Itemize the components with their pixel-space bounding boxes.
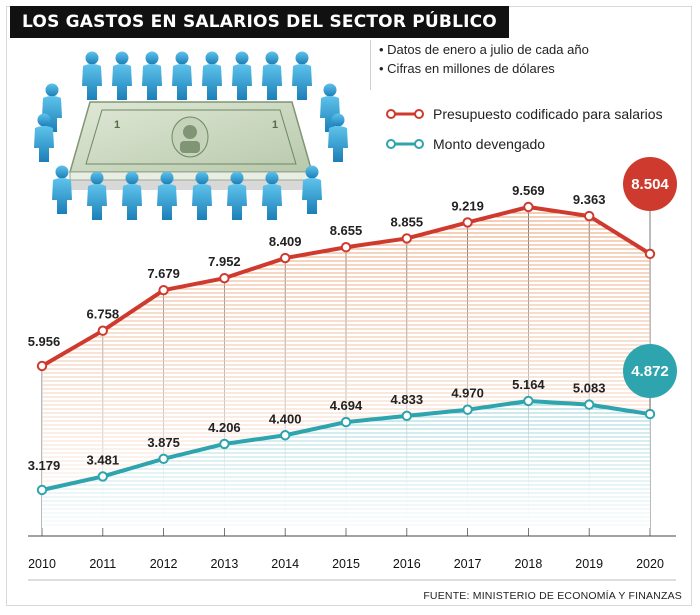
data-label-accrued-2014: 4.400 — [269, 411, 302, 426]
data-label-accrued-2017: 4.970 — [451, 386, 484, 401]
series-areas — [42, 207, 650, 528]
data-label-accrued-2015: 4.694 — [330, 398, 363, 413]
x-tick-2012: 2012 — [150, 557, 178, 571]
point-accrued-2018 — [523, 395, 534, 407]
data-label-budget-2013: 7.952 — [208, 254, 241, 269]
legend-item-budget: Presupuesto codificado para salarios — [385, 102, 663, 126]
point-budget-2014 — [280, 252, 291, 264]
x-tick-2017: 2017 — [454, 557, 482, 571]
data-label-accrued-2018: 5.164 — [512, 377, 545, 392]
data-label-accrued-2019: 5.083 — [573, 381, 606, 396]
data-label-budget-2018: 9.569 — [512, 183, 545, 198]
x-tick-2018: 2018 — [514, 557, 542, 571]
bubble-budget — [623, 157, 677, 211]
point-accrued-2012 — [158, 453, 169, 464]
bubble-label-budget: 8.504 — [631, 176, 669, 193]
point-budget-2018 — [523, 201, 534, 213]
point-accrued-2013 — [219, 438, 230, 450]
data-label-budget-2019: 9.363 — [573, 192, 606, 207]
x-tick-2011: 2011 — [89, 557, 116, 571]
legend-label-budget: Presupuesto codificado para salarios — [433, 106, 663, 122]
point-budget-2010 — [36, 360, 48, 372]
chart-legend: Presupuesto codificado para salarios Mon… — [385, 102, 663, 162]
point-accrued-2016 — [401, 410, 412, 422]
point-budget-2011 — [97, 325, 109, 336]
data-label-budget-2016: 8.855 — [391, 214, 424, 229]
x-axis: 2010 2011 2012 2013 2014 2015 2016 2017 2018 2019… — [28, 535, 676, 581]
legend-item-accrued: Monto devengado — [385, 132, 663, 156]
point-accrued-2019 — [584, 399, 595, 410]
note-period: • Datos de enero a julio de cada año — [379, 42, 589, 57]
point-budget-2019 — [584, 210, 595, 222]
note-units: • Cifras en millones de dólares — [379, 61, 555, 76]
legend-label-accrued: Monto devengado — [433, 136, 546, 152]
area-fade-accrued — [42, 401, 650, 528]
data-label-budget-2010: 5.956 — [28, 334, 61, 349]
point-accrued-2011 — [97, 471, 109, 482]
point-budget-2015 — [340, 242, 352, 253]
legend-swatch-budget — [386, 109, 424, 119]
x-tick-2016: 2016 — [393, 557, 421, 571]
people-around-dollar-icon: 1 1 — [34, 51, 348, 220]
series-points — [36, 201, 656, 496]
point-accrued-2015 — [340, 416, 352, 428]
point-accrued-2017 — [462, 404, 473, 415]
data-label-budget-2012: 7.679 — [147, 266, 180, 281]
data-labels: 5.956 6.758 7.679 7.952 8.409 8.655 8.855 9.219… — [28, 183, 606, 473]
point-accrued-2014 — [280, 430, 291, 441]
bubble-accrued — [623, 344, 677, 398]
x-tick-2015: 2015 — [332, 557, 360, 571]
x-tick-2014: 2014 — [271, 557, 299, 571]
point-budget-2016 — [401, 233, 412, 244]
point-budget-2017 — [462, 217, 473, 228]
bubble-label-accrued: 4.872 — [631, 363, 669, 380]
data-label-budget-2015: 8.655 — [330, 223, 363, 238]
source-note: FUENTE: MINISTERIO DE ECONOMÍA Y FINANZA… — [423, 590, 682, 602]
x-tick-2010: 2010 — [28, 557, 56, 571]
svg-text:1: 1 — [272, 119, 278, 131]
x-tick-2013: 2013 — [210, 557, 238, 571]
data-label-budget-2014: 8.409 — [269, 234, 302, 249]
point-accrued-2020 — [644, 408, 656, 420]
x-tick-2019: 2019 — [575, 557, 603, 571]
point-budget-2013 — [219, 272, 230, 284]
svg-text:1: 1 — [114, 119, 120, 131]
notes-box: • Datos de enero a julio de cada año • C… — [370, 40, 695, 90]
point-budget-2020 — [644, 248, 656, 260]
point-budget-2012 — [158, 284, 169, 296]
point-accrued-2010 — [36, 484, 48, 496]
data-label-accrued-2010: 3.179 — [28, 458, 61, 473]
data-label-accrued-2011: 3.481 — [87, 452, 120, 467]
data-label-accrued-2012: 3.875 — [147, 435, 180, 450]
data-label-accrued-2013: 4.206 — [208, 420, 241, 435]
legend-swatch-accrued — [386, 139, 424, 149]
data-label-budget-2011: 6.758 — [87, 307, 120, 322]
data-label-accrued-2016: 4.833 — [391, 392, 424, 407]
highlight-bubbles: 8.504 4.872 — [623, 157, 677, 411]
data-label-budget-2017: 9.219 — [451, 198, 484, 213]
chart-title: LOS GASTOS EN SALARIOS DEL SECTOR PÚBLIC… — [10, 6, 509, 38]
x-tick-2020: 2020 — [636, 557, 664, 571]
